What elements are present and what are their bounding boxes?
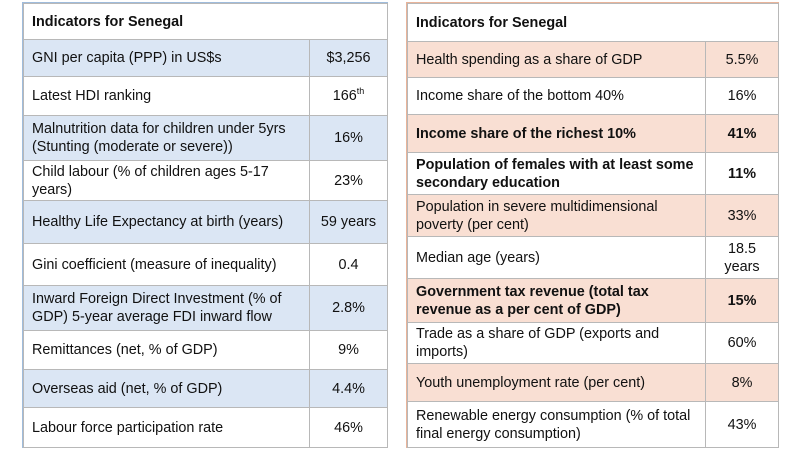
indicator-value: 9%	[308, 330, 389, 370]
indicator-label: Malnutrition data for children under 5yr…	[23, 115, 310, 161]
table-row: Gini coefficient (measure of inequality)…	[23, 243, 389, 286]
table-row: Income share of the bottom 40% 16%	[407, 77, 780, 115]
indicator-label: Gini coefficient (measure of inequality)	[23, 243, 310, 286]
indicator-value: 15%	[704, 278, 780, 323]
table-row: Child labour (% of children ages 5-17 ye…	[23, 160, 389, 201]
indicator-label: Renewable energy consumption (% of total…	[407, 401, 706, 448]
table-row: Remittances (net, % of GDP) 9%	[23, 330, 389, 370]
table-row: Inward Foreign Direct Investment (% of G…	[23, 285, 389, 331]
indicator-value: 16%	[308, 115, 389, 161]
indicator-label: Trade as a share of GDP (exports and imp…	[407, 322, 706, 364]
table-row: Trade as a share of GDP (exports and imp…	[407, 322, 780, 364]
table-title: Indicators for Senegal	[22, 3, 389, 40]
indicator-label: GNI per capita (PPP) in US$s	[23, 39, 310, 77]
indicator-value: 2.8%	[308, 285, 389, 331]
indicator-value: 46%	[308, 407, 389, 448]
indicator-value: 16%	[704, 77, 780, 115]
indicator-value: 33%	[704, 194, 780, 237]
table-row: Government tax revenue (total tax revenu…	[407, 278, 780, 323]
indicator-value: 43%	[704, 401, 780, 448]
table-row: Latest HDI ranking 166th	[23, 76, 389, 116]
table-row: Overseas aid (net, % of GDP) 4.4%	[23, 369, 389, 408]
indicator-label: Healthy Life Expectancy at birth (years)	[23, 200, 310, 244]
right-indicator-table: Indicators for Senegal Health spending a…	[406, 3, 780, 448]
indicator-value: 4.4%	[308, 369, 389, 408]
indicator-value: 41%	[704, 114, 780, 153]
indicator-label: Median age (years)	[407, 236, 706, 279]
indicator-value: 23%	[308, 160, 389, 201]
table-row: Income share of the richest 10% 41%	[407, 114, 780, 153]
table-row: Malnutrition data for children under 5yr…	[23, 115, 389, 161]
table-title: Indicators for Senegal	[406, 3, 780, 42]
indicator-value: 5.5%	[704, 41, 780, 78]
indicator-label: Remittances (net, % of GDP)	[23, 330, 310, 370]
indicator-label: Population in severe multidimensional po…	[407, 194, 706, 237]
indicator-label: Labour force participation rate	[23, 407, 310, 448]
indicator-label: Income share of the bottom 40%	[407, 77, 706, 115]
table-row: Youth unemployment rate (per cent) 8%	[407, 363, 780, 402]
indicator-label: Youth unemployment rate (per cent)	[407, 363, 706, 402]
table-row: Median age (years) 18.5 years	[407, 236, 780, 279]
table-row: Renewable energy consumption (% of total…	[407, 401, 780, 448]
indicator-label: Population of females with at least some…	[407, 152, 706, 195]
indicator-value: 59 years	[308, 200, 389, 244]
table-row: Health spending as a share of GDP 5.5%	[407, 41, 780, 78]
table-title-row: Indicators for Senegal	[406, 3, 780, 42]
indicator-label: Child labour (% of children ages 5-17 ye…	[23, 160, 310, 201]
hdi-rank-suffix: th	[356, 86, 365, 97]
indicator-label: Latest HDI ranking	[23, 76, 310, 116]
table-row: Population in severe multidimensional po…	[407, 194, 780, 237]
table-row: Population of females with at least some…	[407, 152, 780, 195]
indicator-label: Inward Foreign Direct Investment (% of G…	[23, 285, 310, 331]
table-title-row: Indicators for Senegal	[22, 3, 389, 40]
indicator-value: 8%	[704, 363, 780, 402]
indicator-label: Health spending as a share of GDP	[407, 41, 706, 78]
indicator-value: 11%	[704, 152, 780, 195]
left-indicator-table: Indicators for Senegal GNI per capita (P…	[22, 3, 389, 448]
hdi-rank-number: 166	[332, 88, 357, 104]
indicator-label: Government tax revenue (total tax revenu…	[407, 278, 706, 323]
indicator-value: $3,256	[308, 39, 389, 77]
table-row: Labour force participation rate 46%	[23, 407, 389, 448]
indicator-value: 60%	[704, 322, 780, 364]
indicator-value: 0.4	[308, 243, 389, 286]
indicator-value: 18.5 years	[704, 236, 780, 279]
table-row: GNI per capita (PPP) in US$s $3,256	[23, 39, 389, 77]
indicator-label: Overseas aid (net, % of GDP)	[23, 369, 310, 408]
indicator-value: 166th	[308, 76, 389, 116]
indicator-label: Income share of the richest 10%	[407, 114, 706, 153]
table-row: Healthy Life Expectancy at birth (years)…	[23, 200, 389, 244]
